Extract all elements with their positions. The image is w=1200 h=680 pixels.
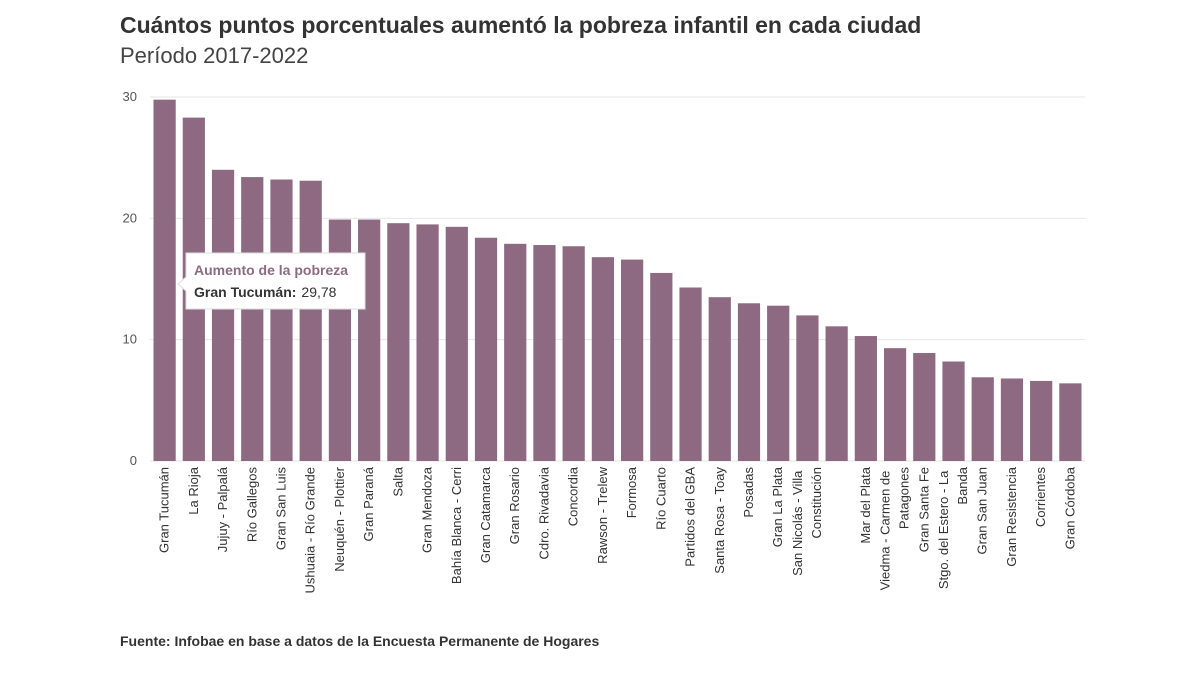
bar [708,297,731,461]
bar [1059,383,1082,461]
x-tick-label: Mar del Plata [858,466,873,543]
bar [533,245,556,461]
bar [913,353,936,461]
bar [854,336,877,461]
x-tick-label: Río Gallegos [244,467,259,543]
bar [825,326,848,461]
bar [474,237,498,461]
y-tick-label: 10 [123,332,137,347]
x-tick-label: San Nicolás - Villa Constitución [790,467,824,576]
bar [445,226,468,461]
x-tick-label: Gran Córdoba [1062,466,1077,549]
bar [679,287,702,461]
bar [153,99,176,461]
bar [299,180,322,461]
chart-subtitle: Período 2017-2022 [120,43,308,68]
x-tick-label: Concordia [566,466,581,526]
x-tick-label: Gran Tucumán [157,467,172,553]
x-tick-label: Ushuaia - Río Grande [303,467,318,593]
bar [621,259,644,461]
y-tick-label: 0 [130,453,137,468]
x-tick-label: Gran San Luis [273,467,288,551]
chart-title: Cuántos puntos porcentuales aumentó la p… [120,12,921,38]
x-tick-label: Partidos del GBA [683,467,698,567]
bar [650,272,673,461]
bar [387,223,410,461]
y-tick-label: 20 [123,210,137,225]
x-tick-label: Corrientes [1033,467,1048,527]
x-tick-label: Cdro. Rivadavia [536,466,551,559]
bar [971,377,994,461]
x-tick-label: Stgo. del Estero - La Banda [936,466,970,589]
x-tick-label: Gran Catamarca [478,466,493,563]
x-tick-label: Gran Resistencia [1004,466,1019,566]
x-tick-label: La Rioja [186,466,201,514]
tooltip-box [177,252,366,310]
bar [796,315,819,461]
source: Fuente: Infobae en base a datos de la En… [120,633,599,649]
tooltip-title: Aumento de la pobreza [194,262,348,278]
tooltip-value: 29,78 [301,284,336,300]
bar [767,305,790,461]
x-tick-label: Rawson - Trelew [595,466,610,563]
x-tick-label: Gran San Juan [975,467,990,554]
x-tick-label: Río Cuarto [653,467,668,530]
bar [504,243,527,461]
x-tick-label: Viedma - Carmen de Patagones [878,467,912,591]
x-tick-label: Neuquén - Plottier [332,466,347,571]
x-tick-label: Posadas [741,467,756,518]
x-tick-label: Gran La Plata [770,466,785,547]
bar [270,179,293,462]
bar [211,169,235,462]
bar [883,348,907,461]
bar [562,246,585,461]
x-tick-label: Gran Santa Fe [916,467,931,552]
x-tick-label: Jujuy - Palpalá [215,466,230,552]
bar [241,177,264,461]
x-tick-label: Formosa [624,466,639,518]
x-tick-label: Bahía Blanca - Cerri [449,467,464,584]
bar [1030,380,1053,461]
x-tick-label: Gran Rosario [507,467,522,544]
bar [737,303,761,461]
x-tick-label: Santa Rosa - Toay [712,467,727,574]
x-tick-label: Salta [390,466,405,496]
bar [416,224,439,461]
bar [942,361,965,461]
tooltip-label: Gran Tucumán: [194,284,296,300]
x-tick-label: Gran Mendoza [420,466,435,553]
bar [1000,378,1024,461]
x-tick-label: Gran Paraná [361,466,376,541]
y-tick-label: 30 [123,89,137,104]
bar [591,257,614,461]
